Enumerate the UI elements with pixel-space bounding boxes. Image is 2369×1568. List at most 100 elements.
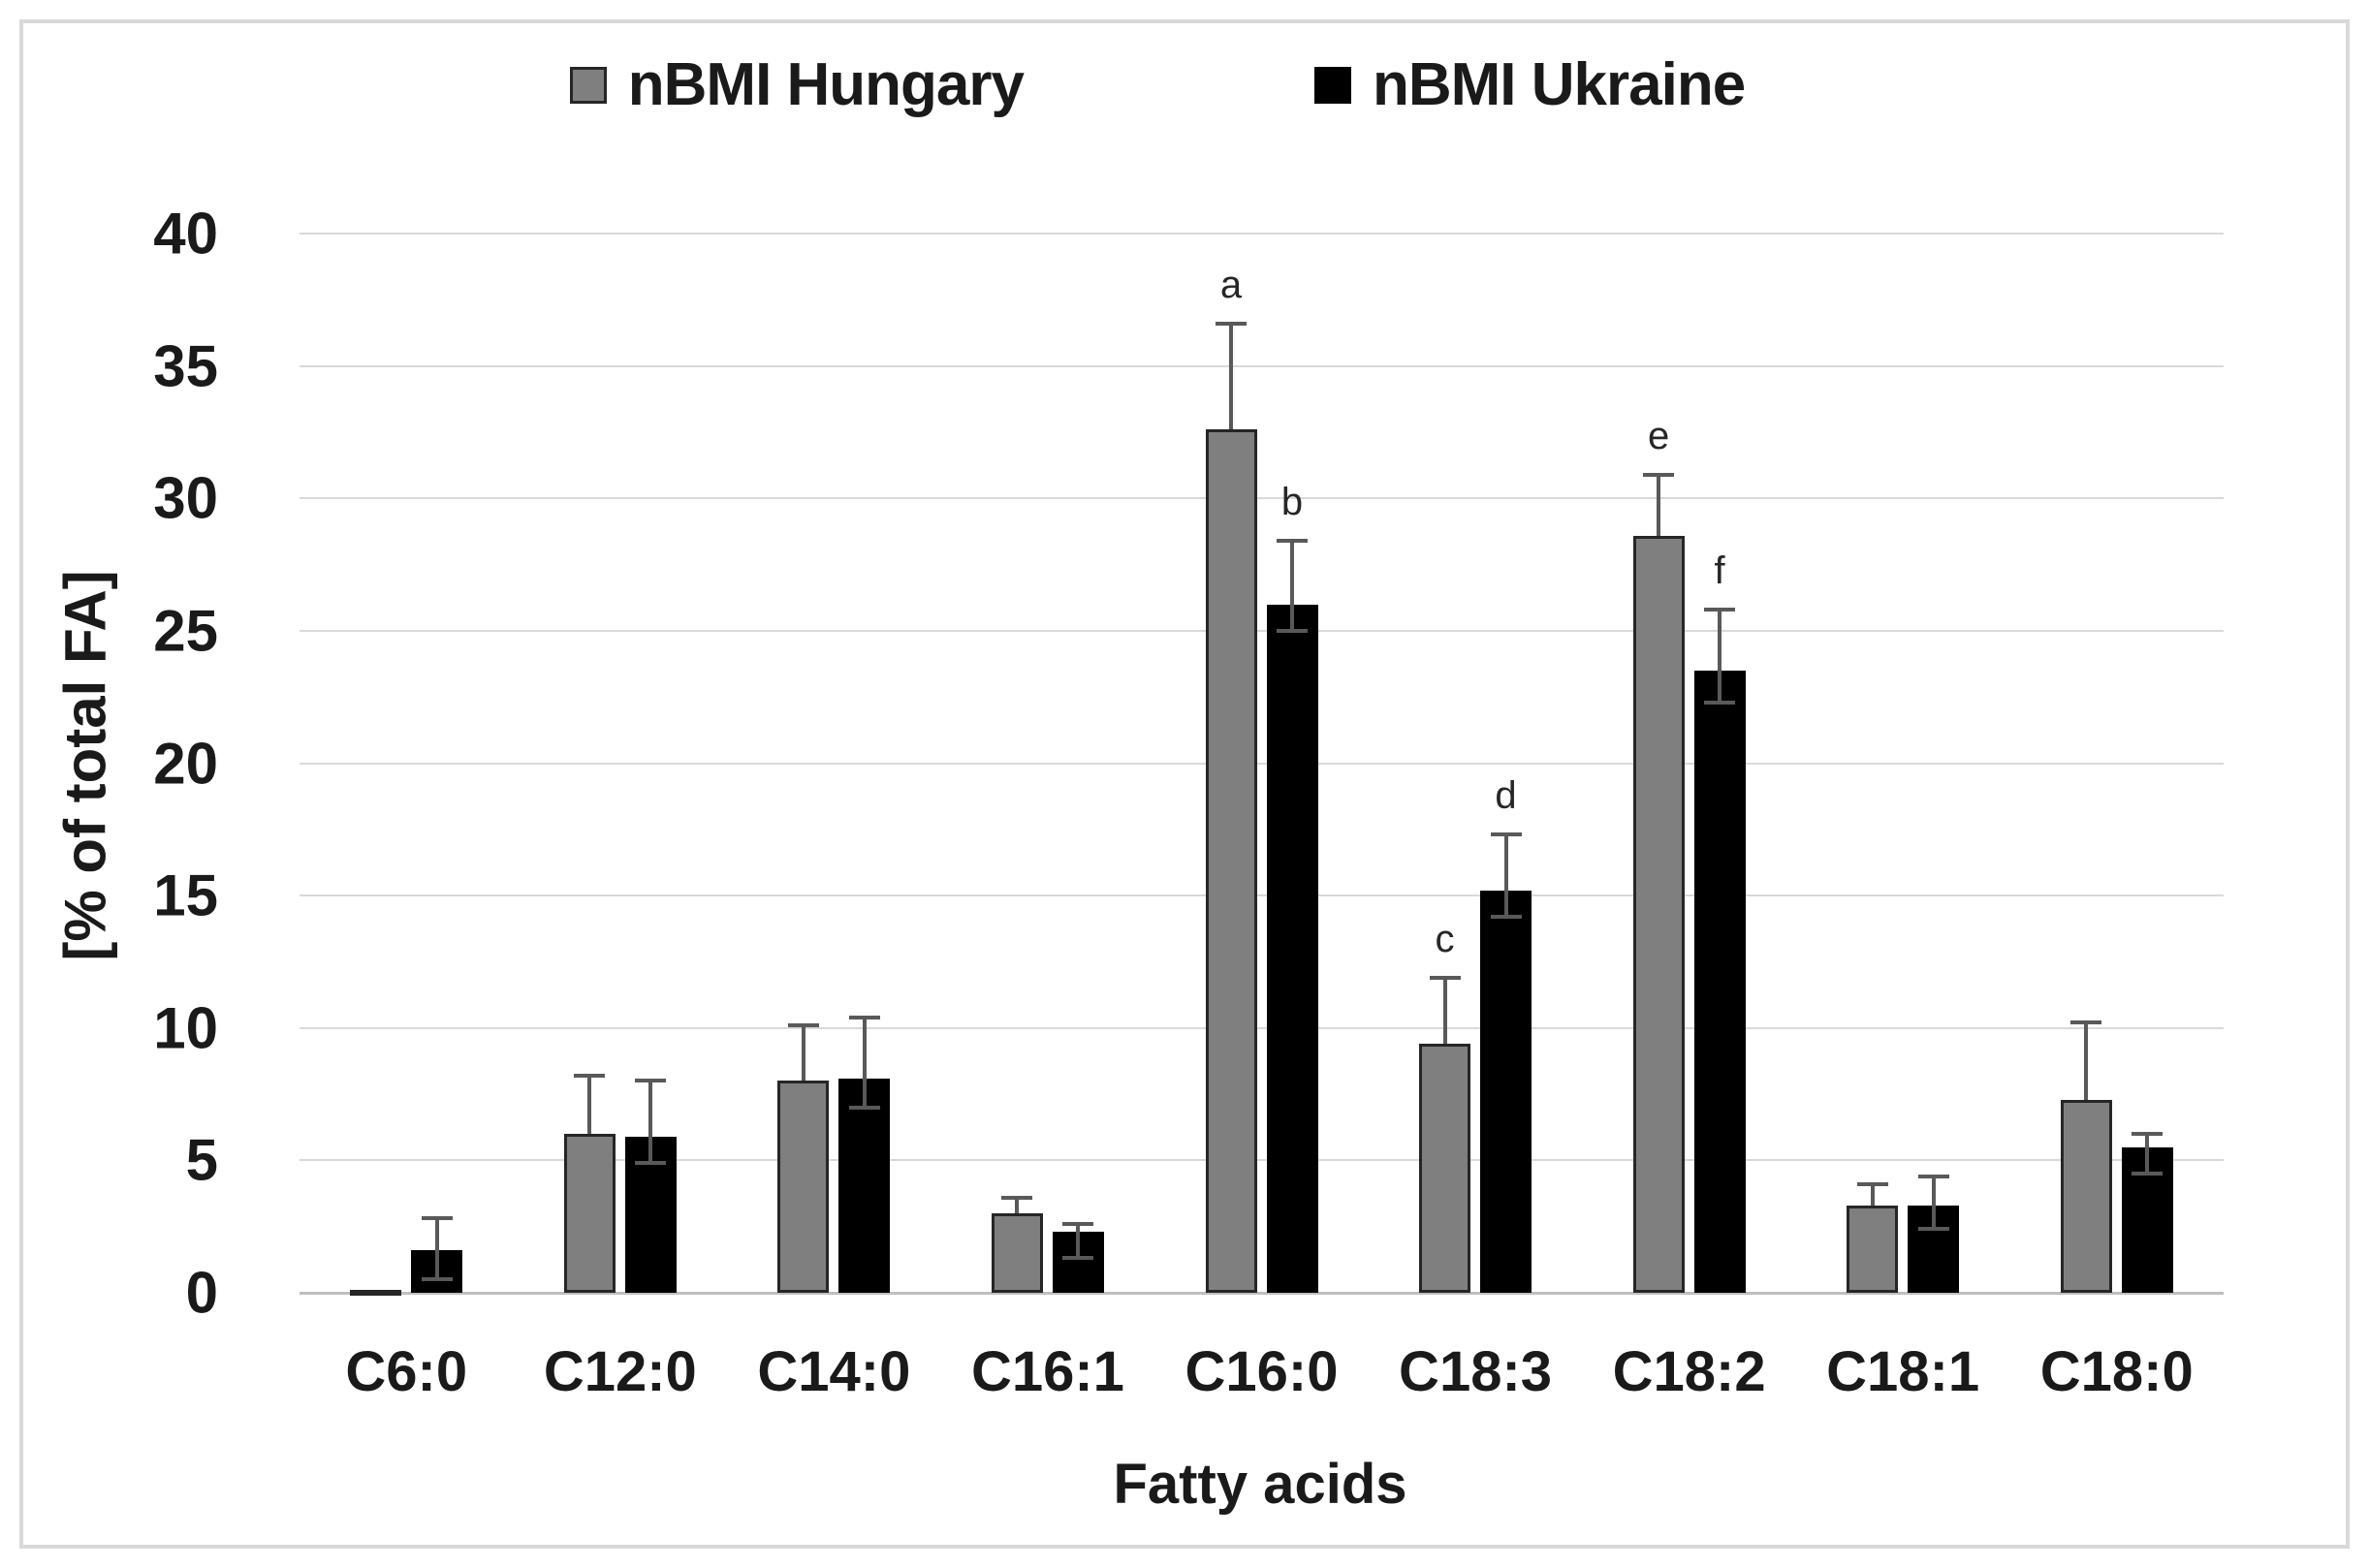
gridline-40 [300,233,2224,235]
significance-letter-a: a [1219,263,1243,306]
significance-letter-e: e [1647,414,1670,457]
bar-nbmi-hungary-C16:1 [991,1213,1043,1293]
gridline-30 [300,497,2224,500]
y-tick-label-5: 5 [185,1127,218,1193]
significance-letter-b: b [1280,480,1304,523]
error-bar-line [1657,474,1661,536]
gridline-5 [300,1159,2224,1162]
bar-nbmi-hungary-C6:0 [350,1290,402,1296]
x-tick-label-C120: C12:0 [543,1340,697,1403]
error-bar-cap-top [848,1015,880,1019]
error-bar-line [1229,323,1233,430]
x-tick-label-C182: C18:2 [1612,1340,1766,1403]
error-bar-cap-top [574,1073,606,1078]
significance-letter-d: d [1495,774,1517,818]
error-bar-line [2145,1134,2150,1175]
y-axis-title: [% of total FA] [52,570,118,961]
bar-nbmi-hungary-C18:3 [1419,1044,1471,1293]
x-tick-label-C160: C16:0 [1184,1340,1339,1403]
error-bar-cap-top [1917,1174,1949,1178]
bar-nbmi-hungary-C18:2 [1632,536,1685,1293]
error-bar-cap-top [1062,1221,1094,1226]
error-bar-cap-top [787,1023,819,1028]
error-bar-line [1503,834,1508,917]
bar-nbmi-ukraine-C16:0 [1266,605,1318,1293]
error-bar-line [801,1025,805,1082]
error-bar-cap-top [635,1079,667,1083]
error-bar-cap-bottom [2132,1172,2164,1176]
x-tick-label-C183: C18:3 [1399,1340,1553,1403]
bar-nbmi-ukraine-C18:2 [1693,671,1746,1293]
error-bar-cap-top [421,1216,453,1221]
error-bar-line [434,1218,439,1280]
bar-nbmi-hungary-C16:0 [1205,429,1257,1293]
y-tick-label-0: 0 [185,1260,218,1326]
error-bar-cap-bottom [1062,1256,1094,1261]
x-tick-label-C180: C18:0 [2039,1340,2194,1403]
gridline-15 [300,894,2224,897]
error-bar-line [648,1081,653,1164]
error-bar-cap-bottom [1490,914,1522,919]
error-bar-cap-top [1216,321,1247,326]
error-bar-line [1931,1176,1936,1230]
x-axis-line [300,1292,2224,1295]
x-tick-label-C60: C6:0 [345,1340,468,1403]
error-bar-line [1015,1197,1020,1214]
gridline-10 [300,1026,2224,1029]
error-bar-line [862,1017,867,1108]
error-bar-cap-top [2132,1132,2164,1137]
y-tick-label-35: 35 [153,333,218,399]
x-axis-title: Fatty acids [1113,1453,1407,1516]
error-bar-line [587,1075,592,1135]
error-bar-cap-bottom [848,1105,880,1110]
error-bar-cap-top [2070,1020,2102,1025]
legend-label: nBMI Hungary [627,51,1025,118]
y-tick-label-30: 30 [153,465,218,531]
legend-swatch-icon [569,66,607,104]
error-bar-cap-bottom [1704,700,1736,705]
error-bar-cap-top [1277,538,1308,543]
y-tick-label-25: 25 [153,598,218,664]
gridline-35 [300,364,2224,367]
legend-label: nBMI Ukraine [1373,51,1746,118]
significance-letter-f: f [1714,549,1725,592]
error-bar-cap-top [1429,975,1461,980]
error-bar-cap-top [1856,1181,1888,1186]
bar-nbmi-ukraine-C18:3 [1480,891,1532,1293]
legend-swatch-icon [1314,66,1352,104]
error-bar-line [2084,1022,2089,1100]
bar-nbmi-hungary-C12:0 [563,1134,616,1293]
legend-item-nbmi-hungary: nBMI Hungary [569,50,1025,119]
bar-nbmi-ukraine-C14:0 [838,1079,891,1293]
bar-nbmi-ukraine-C18:0 [2121,1147,2173,1293]
bar-nbmi-hungary-C14:0 [777,1081,830,1293]
y-tick-label-40: 40 [153,201,218,267]
chart-legend: nBMI Hungary nBMI Ukraine [0,50,2342,119]
gridline-20 [300,762,2224,765]
legend-item-nbmi-ukraine: nBMI Ukraine [1314,50,1746,119]
significance-letter-c: c [1435,917,1455,960]
bar-nbmi-hungary-C18:1 [1847,1206,1899,1293]
error-bar-cap-top [1001,1195,1033,1200]
x-tick-label-C161: C16:1 [970,1340,1124,1403]
y-tick-label-20: 20 [153,731,218,796]
error-bar-cap-top [1643,472,1675,477]
error-bar-line [1290,540,1294,631]
error-bar-cap-bottom [635,1161,667,1166]
y-tick-label-15: 15 [153,862,218,928]
x-tick-label-C140: C14:0 [757,1340,911,1403]
error-bar-cap-top [1704,608,1736,612]
error-bar-line [1718,610,1722,703]
error-bar-line [1442,977,1447,1045]
figure-border [19,19,2350,1549]
error-bar-line [1870,1183,1875,1206]
error-bar-cap-bottom [1917,1227,1949,1232]
error-bar-cap-bottom [421,1277,453,1282]
error-bar-cap-top [1490,832,1522,837]
y-tick-label-10: 10 [153,995,218,1061]
error-bar-line [1076,1223,1081,1259]
error-bar-cap-bottom [1277,628,1308,633]
x-tick-label-C181: C18:1 [1826,1340,1980,1403]
gridline-25 [300,629,2224,632]
